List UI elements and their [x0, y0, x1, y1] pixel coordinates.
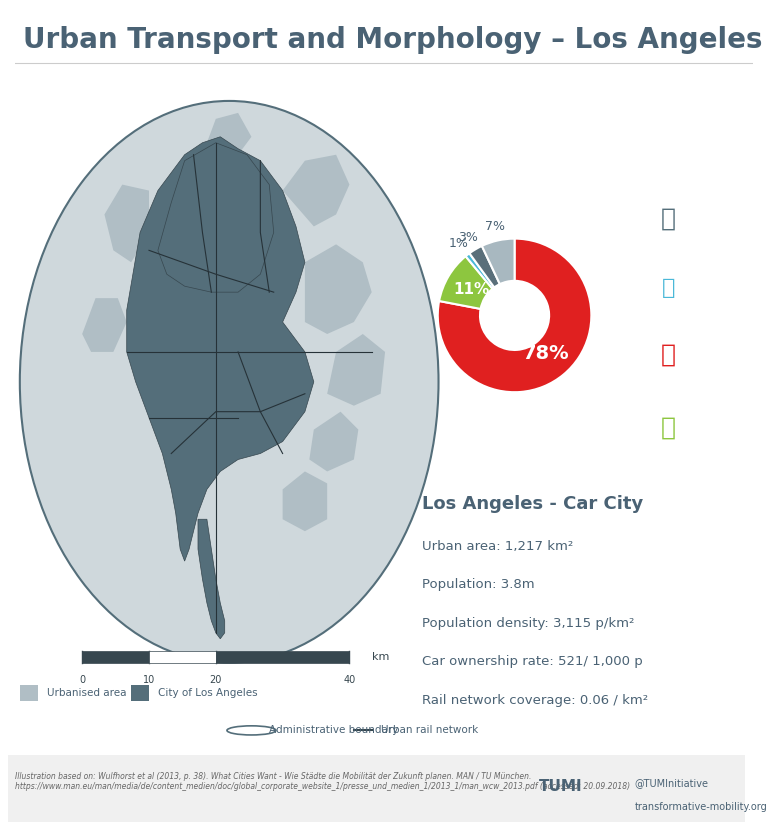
Text: 3%: 3%: [458, 231, 478, 244]
Text: Administrative boundary: Administrative boundary: [270, 725, 399, 735]
Bar: [149, 651, 216, 662]
Text: 🚲: 🚲: [661, 278, 675, 298]
Text: Urbanised area: Urbanised area: [47, 688, 126, 698]
Bar: [20, 685, 38, 701]
Text: 78%: 78%: [523, 344, 570, 364]
Text: 🚌: 🚌: [660, 416, 676, 439]
Text: @TUMInitiative: @TUMInitiative: [634, 779, 708, 788]
Polygon shape: [283, 471, 327, 531]
Text: 11%: 11%: [453, 282, 490, 297]
Bar: [131, 685, 149, 701]
Wedge shape: [465, 253, 495, 289]
Polygon shape: [20, 101, 439, 662]
Text: Urban Transport and Morphology – Los Angeles: Urban Transport and Morphology – Los Ang…: [23, 26, 762, 54]
Polygon shape: [158, 143, 273, 292]
Text: Population density: 3,115 p/km²: Population density: 3,115 p/km²: [422, 617, 635, 630]
Text: 10: 10: [143, 675, 155, 685]
Polygon shape: [310, 412, 359, 471]
Bar: [82, 651, 149, 662]
Text: 🚶: 🚶: [660, 207, 676, 230]
Polygon shape: [203, 113, 251, 154]
Wedge shape: [469, 246, 500, 287]
Text: Illustration based on: Wulfhorst et al (2013, p. 38). What Cities Want - Wie Stä: Illustration based on: Wulfhorst et al (…: [15, 772, 631, 791]
Polygon shape: [104, 184, 149, 262]
Text: Urban rail network: Urban rail network: [381, 725, 478, 735]
Text: 0: 0: [79, 675, 85, 685]
Polygon shape: [327, 334, 385, 406]
Bar: [216, 651, 349, 662]
Text: 7%: 7%: [485, 221, 505, 233]
Text: Population: 3.8m: Population: 3.8m: [422, 579, 535, 591]
Wedge shape: [438, 238, 591, 393]
Polygon shape: [82, 298, 127, 352]
Text: Urban area: 1,217 km²: Urban area: 1,217 km²: [422, 540, 574, 553]
Text: Car ownership rate: 521/ 1,000 p: Car ownership rate: 521/ 1,000 p: [422, 656, 643, 668]
Text: 🚗: 🚗: [660, 343, 676, 367]
Wedge shape: [482, 238, 515, 284]
Text: Los Angeles - Car City: Los Angeles - Car City: [422, 495, 644, 513]
Text: 20: 20: [210, 675, 222, 685]
Text: TUMI: TUMI: [538, 779, 582, 793]
Text: transformative-mobility.org: transformative-mobility.org: [634, 802, 767, 812]
Polygon shape: [283, 154, 349, 227]
Wedge shape: [439, 256, 492, 309]
Text: City of Los Angeles: City of Los Angeles: [158, 688, 257, 698]
Text: Rail network coverage: 0.06 / km²: Rail network coverage: 0.06 / km²: [422, 694, 648, 707]
Polygon shape: [127, 137, 314, 561]
Polygon shape: [198, 520, 225, 639]
Text: km: km: [372, 652, 389, 662]
Polygon shape: [305, 244, 372, 334]
Text: 1%: 1%: [449, 237, 469, 251]
Text: 40: 40: [343, 675, 356, 685]
